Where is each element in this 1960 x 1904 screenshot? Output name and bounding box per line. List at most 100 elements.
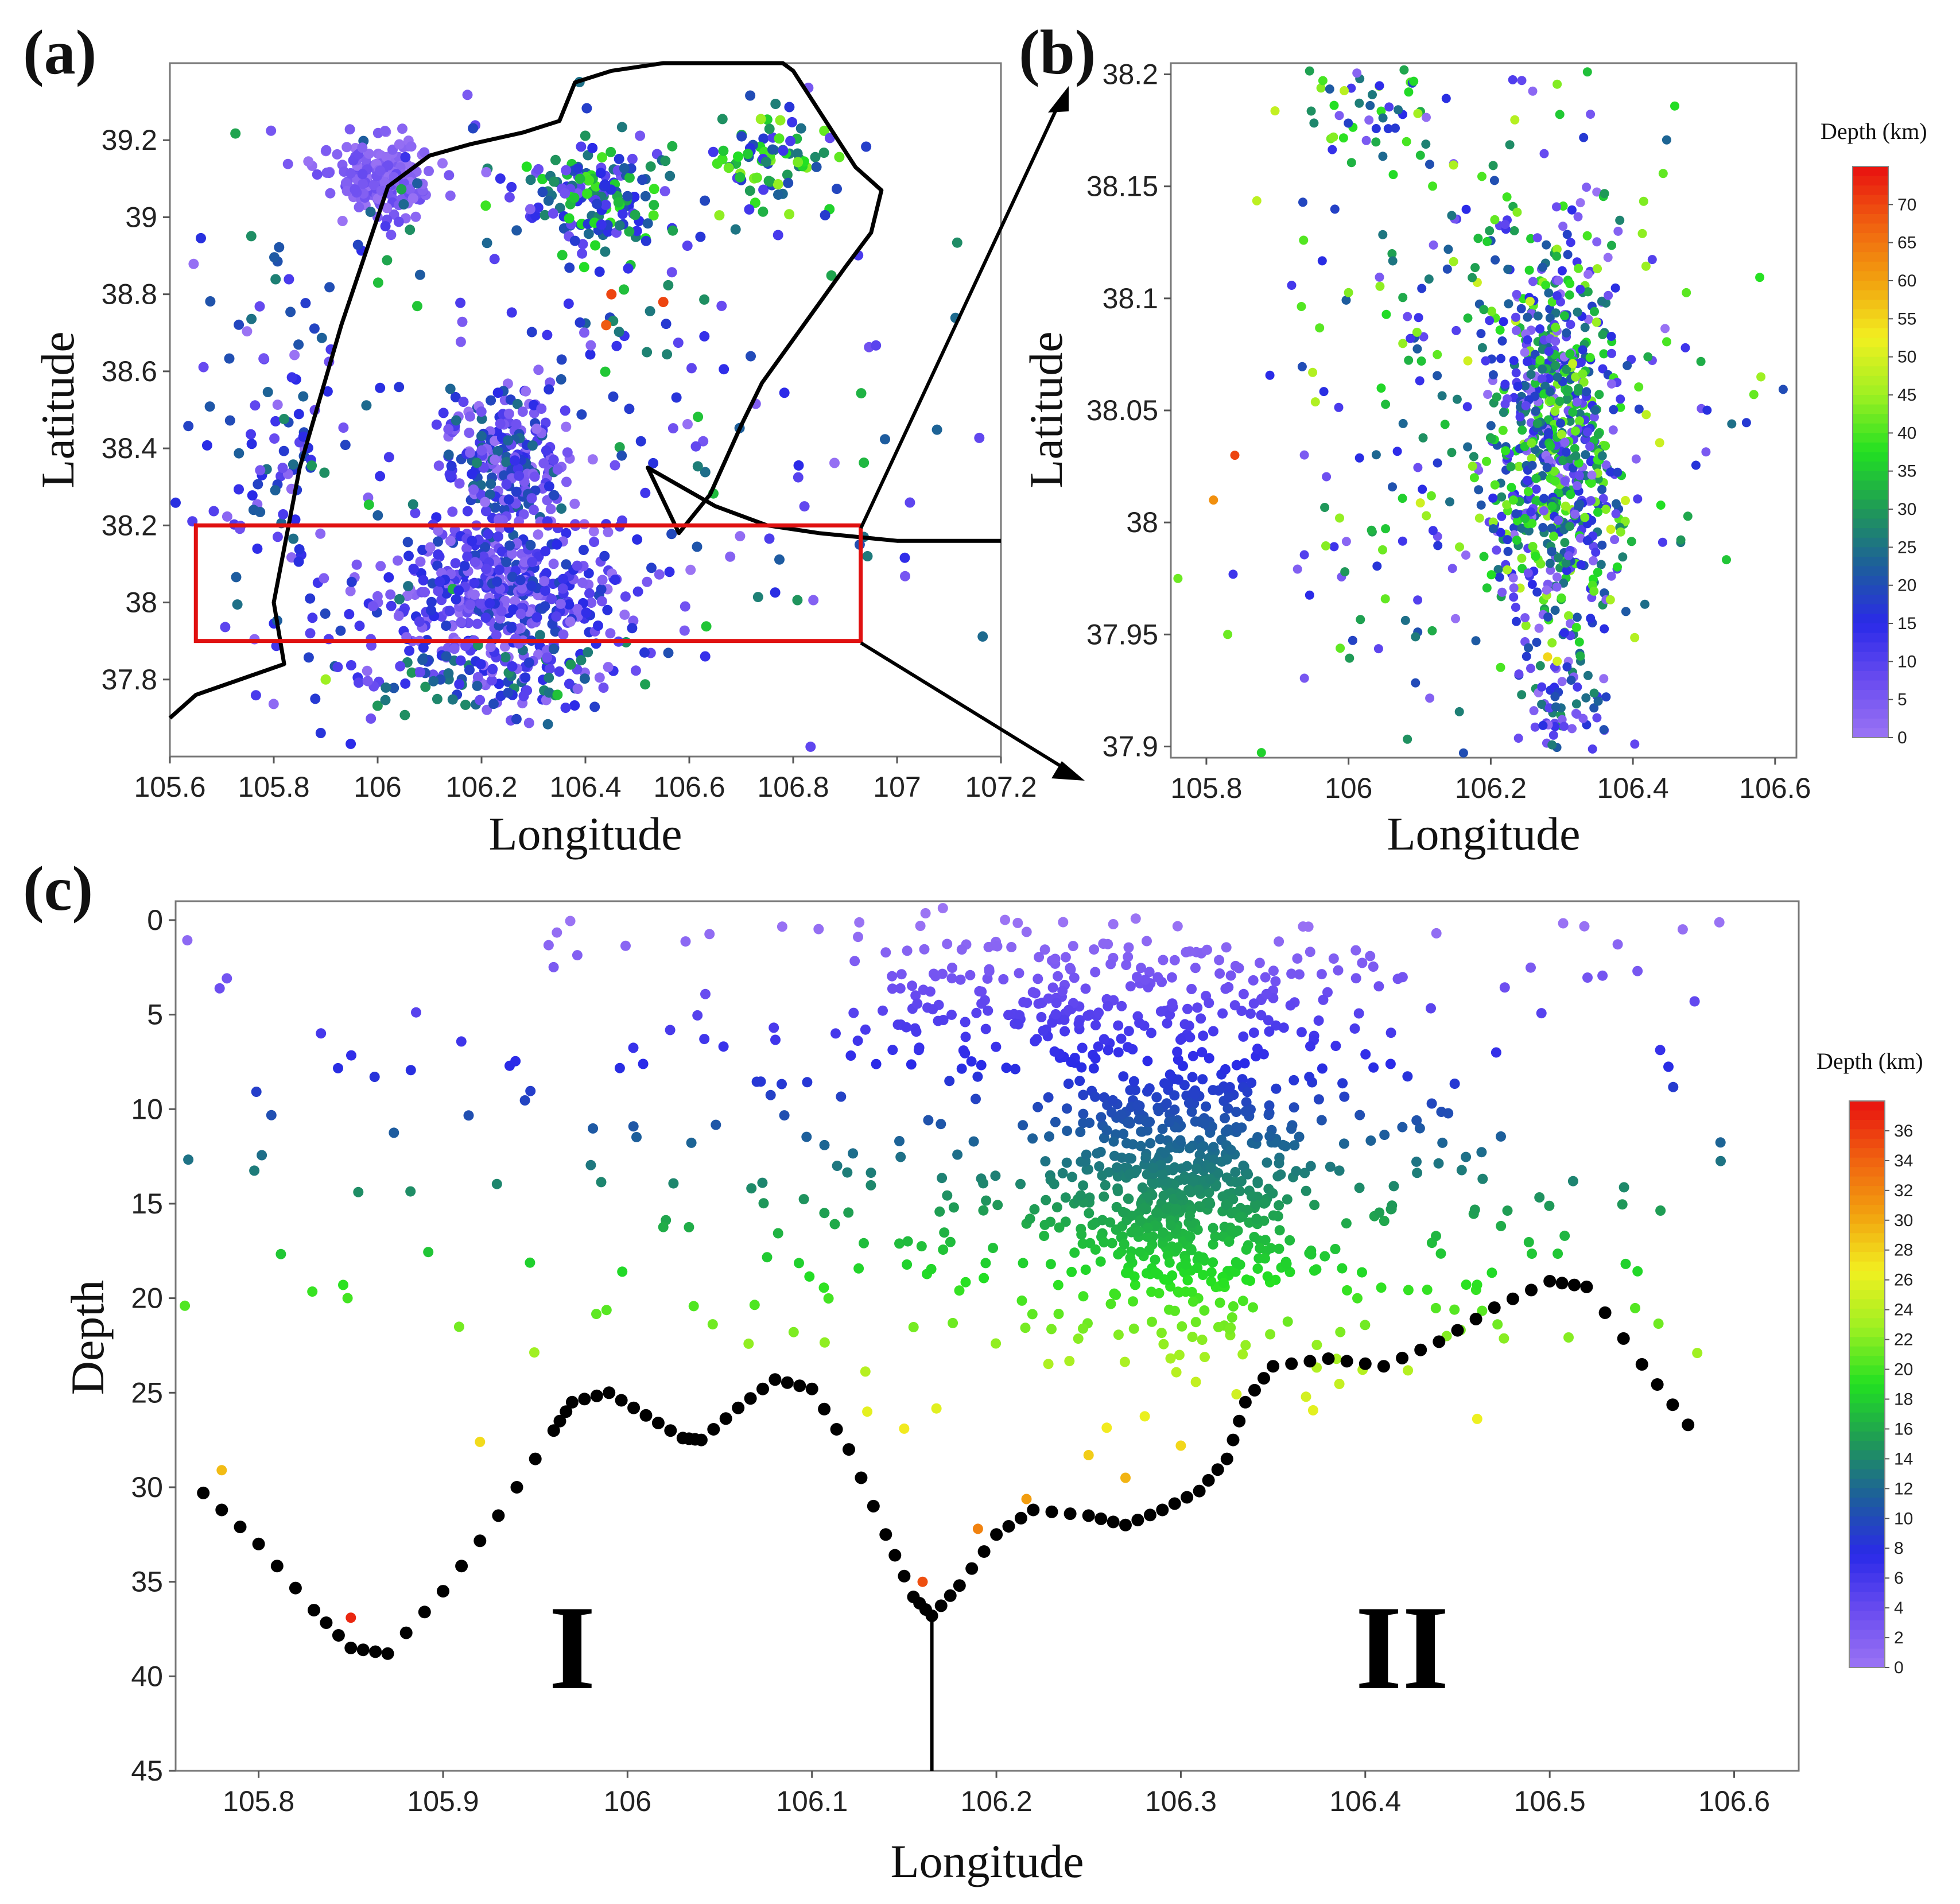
- panel-a-quake-dot: [533, 529, 544, 540]
- panel-c-quake-dot: [773, 1228, 783, 1239]
- panel-c-quake-dot: [1248, 1191, 1259, 1202]
- panel-b-quake-dot: [1562, 364, 1571, 374]
- panel-a-quake-dot: [307, 612, 318, 623]
- panel-a-quake-dot: [394, 382, 405, 393]
- moho-dot: [664, 1424, 677, 1437]
- panel-a-quake-dot: [624, 404, 635, 414]
- panel-a-quake-dot: [454, 679, 465, 689]
- panel-label-b: (b): [1019, 17, 1096, 87]
- moho-dot: [615, 1394, 628, 1407]
- panel-c-quake-dot: [1090, 1091, 1101, 1102]
- panel-c-quake-dot: [1241, 1274, 1252, 1285]
- panel-c-quake-dot: [980, 1258, 991, 1269]
- panel-b-quake-dot: [1418, 484, 1427, 494]
- panel-c-x-tick-label: 106.2: [961, 1785, 1033, 1817]
- panel-a-x-tick-label: 106.8: [757, 771, 829, 803]
- panel-b-quake-dot: [1411, 678, 1420, 688]
- moho-dot: [215, 1503, 228, 1517]
- panel-a-quake-dot: [525, 540, 536, 550]
- panel-c-quake-dot: [1033, 974, 1043, 984]
- panel-b-quake-dot: [1676, 535, 1686, 545]
- panel-a-quake-dot: [351, 559, 362, 570]
- panel-b-quake-dot: [1606, 467, 1616, 477]
- panel-b-quake-dot: [1557, 429, 1566, 439]
- panel-b-quake-dot: [1593, 429, 1603, 439]
- panel-a-quake-dot: [246, 313, 257, 324]
- panel-b-quake-dot: [1527, 518, 1537, 528]
- panel-b-quake-dot: [1412, 327, 1422, 337]
- colorbar-c-swatch: [1849, 1460, 1885, 1470]
- panel-b-quake-dot: [1517, 690, 1527, 700]
- panel-c-quake-dot: [333, 1062, 343, 1073]
- colorbar-b-swatch: [1853, 576, 1888, 586]
- panel-c-quake-dot: [1274, 1200, 1284, 1211]
- panel-c-quake-dot: [942, 939, 953, 949]
- panel-b-quake-dot: [1375, 272, 1384, 282]
- panel-c-quake-dot: [1082, 1010, 1093, 1021]
- panel-c-quake-dot: [927, 1004, 938, 1015]
- panel-c-quake-dot: [1093, 1007, 1104, 1018]
- panel-c-quake-dot: [956, 1063, 967, 1074]
- panel-b-quake-dot: [1487, 434, 1496, 444]
- panel-a-quake-dot: [558, 573, 568, 584]
- panel-c-quake-dot: [1118, 1071, 1129, 1082]
- colorbar-b-swatch: [1853, 433, 1888, 443]
- colorbar-b-title: Depth (km): [1821, 118, 1927, 144]
- panel-c-quake-dot: [1449, 1304, 1460, 1315]
- panel-a-quake-dot: [745, 90, 756, 101]
- panel-a-quake-dot: [506, 181, 517, 192]
- region-label-II: II: [1355, 1581, 1449, 1715]
- colorbar-b-tick-label: 65: [1897, 234, 1916, 253]
- panel-c-quake-dot: [1563, 1332, 1574, 1343]
- panel-c-quake-dot: [1426, 1003, 1436, 1014]
- panel-a-quake-dot: [793, 460, 804, 471]
- panel-c-quake-dot: [1365, 951, 1376, 961]
- panel-c-quake-dot: [1047, 1017, 1058, 1028]
- panel-c-quake-dot: [1210, 1231, 1221, 1242]
- panel-c-quake-dot: [1123, 1026, 1134, 1037]
- moho-dot: [1107, 1515, 1120, 1529]
- panel-b-quake-dot: [1433, 458, 1442, 468]
- panel-b-quake-dot: [1590, 405, 1600, 415]
- panel-c-quake-dot: [1064, 1356, 1075, 1367]
- panel-b-quake-dot: [1572, 397, 1582, 407]
- panel-c-x-tick-label: 106.4: [1329, 1785, 1401, 1817]
- colorbar-c-swatch: [1849, 1337, 1885, 1347]
- panel-a-quake-dot: [799, 501, 810, 512]
- panel-a-quake-dot: [234, 319, 244, 330]
- panel-a-quake-dot: [443, 449, 454, 460]
- panel-b-quake-dot: [1509, 592, 1519, 602]
- panel-b-quake-dot: [1409, 76, 1419, 86]
- panel-c-quake-dot: [1259, 1198, 1270, 1209]
- panel-b-quake-dot: [1575, 499, 1585, 509]
- panel-b-quake-dot: [1429, 240, 1438, 250]
- panel-b-quake-dot: [1611, 499, 1621, 509]
- panel-c-quake-dot: [1655, 1205, 1666, 1216]
- panel-c-quake-dot: [1264, 1026, 1275, 1037]
- moho-dot: [843, 1443, 855, 1456]
- panel-b-quake-dot: [1505, 140, 1515, 150]
- panel-c-quake-dot: [899, 1423, 910, 1434]
- panel-c-quake-dot: [275, 1248, 286, 1259]
- panel-a-quake-dot: [310, 693, 321, 704]
- panel-b-quake-dot: [1422, 511, 1431, 521]
- panel-c-quake-dot: [1165, 1009, 1175, 1020]
- panel-b-quake-dot: [1315, 323, 1325, 333]
- panel-a-quake-dot: [545, 503, 556, 514]
- panel-c-quake-dot: [1431, 928, 1442, 939]
- panel-b-quake-dot: [1373, 644, 1383, 654]
- colorbar-c-tick-label: 6: [1894, 1569, 1904, 1588]
- panel-b-quake-dot: [1592, 237, 1602, 247]
- panel-c-quake-dot: [1078, 1108, 1089, 1119]
- panel-c-quake-dot: [1716, 1155, 1726, 1166]
- panel-a-quake-dot: [345, 168, 356, 179]
- panel-a-quake-dot: [258, 353, 269, 364]
- panel-c-quake-dot: [1208, 1223, 1218, 1234]
- panel-c-quake-dot: [1496, 1220, 1507, 1231]
- panel-a-y-tick-label: 38.2: [102, 509, 157, 541]
- panel-b-quake-dot: [1556, 418, 1565, 428]
- panel-c-quake-dot: [1097, 1170, 1108, 1181]
- panel-c-quake-dot: [1357, 957, 1368, 968]
- colorbar-b-swatch: [1853, 633, 1888, 643]
- panel-c-quake-dot: [946, 1009, 957, 1020]
